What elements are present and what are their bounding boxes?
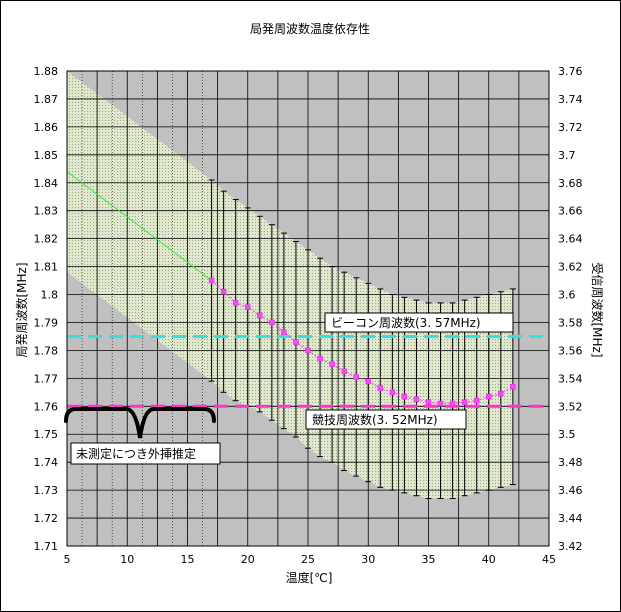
data-point [317, 356, 323, 362]
y2-tick-label: 3.42 [558, 540, 583, 553]
y2-tick-label: 3.66 [558, 205, 583, 218]
extrapolation-label-box [70, 442, 221, 465]
extrapolation-line [66, 171, 212, 281]
data-point [486, 393, 492, 400]
y2-tick-label: 3.72 [558, 121, 583, 134]
y-axis-label: 局発周波数[MHz] [14, 262, 29, 357]
y-tick-label: 1.73 [34, 484, 59, 497]
y2-tick-label: 3.76 [558, 65, 583, 78]
data-point [389, 389, 396, 396]
y2-tick-label: 3.62 [558, 261, 583, 274]
y-tick-label: 1.72 [34, 512, 59, 525]
x-tick-label: 10 [120, 553, 134, 566]
y2-tick-label: 3.44 [558, 512, 583, 525]
y-tick-label: 1.77 [34, 372, 59, 385]
measured-line [211, 280, 514, 405]
data-point [220, 288, 227, 295]
y-tick-label: 1.84 [34, 177, 59, 190]
y-tick-label: 1.88 [34, 65, 59, 78]
competition-label: 競技周波数(3. 52MHz) [312, 412, 438, 427]
data-point [425, 399, 432, 405]
data-point [473, 397, 480, 404]
data-point [232, 300, 239, 306]
data-point [401, 393, 408, 400]
y2-tick-label: 3.52 [558, 400, 583, 413]
data-point [510, 383, 516, 390]
data-point [305, 347, 311, 354]
data-point [257, 312, 263, 319]
y-tick-label: 1.8 [41, 289, 59, 302]
y-tick-label: 1.75 [34, 428, 59, 441]
x-tick-label: 5 [64, 553, 71, 566]
beacon-label-box [324, 312, 514, 333]
data-point [437, 400, 444, 407]
y-tick-label: 1.82 [34, 233, 59, 246]
extrapolation-label: 未測定につき外挿推定 [76, 446, 196, 461]
x-tick-label: 25 [301, 553, 315, 566]
x-tick-label: 15 [181, 553, 195, 566]
y-tick-label: 1.71 [34, 540, 59, 553]
data-point [365, 378, 371, 384]
plot-border [66, 70, 550, 547]
y2-tick-label: 3.6 [558, 289, 576, 302]
data-point [245, 304, 251, 310]
y2-axis-label: 受信周波数[MHz] [590, 262, 605, 357]
y-tick-label: 1.87 [34, 93, 59, 106]
x-tick-label: 30 [361, 553, 375, 566]
competition-label-box [305, 409, 467, 430]
data-point [353, 374, 359, 380]
data-point [449, 400, 456, 407]
y2-tick-label: 3.7 [558, 149, 576, 162]
data-point [377, 385, 384, 391]
data-point [341, 368, 347, 375]
y-tick-label: 1.78 [34, 344, 59, 357]
y2-tick-label: 3.74 [558, 93, 583, 106]
y-tick-label: 1.83 [34, 205, 59, 218]
data-point [461, 399, 468, 405]
y2-tick-label: 3.46 [558, 484, 583, 497]
x-tick-label: 20 [241, 553, 255, 566]
y-tick-label: 1.85 [34, 149, 59, 162]
data-point [293, 339, 299, 345]
extrapolation-brace [64, 407, 216, 439]
x-axis-label: 温度[℃] [286, 570, 333, 585]
y-tick-label: 1.79 [34, 316, 59, 329]
y2-tick-label: 3.56 [558, 344, 583, 357]
y2-tick-label: 3.5 [558, 428, 576, 441]
chart-title: 局発周波数温度依存性 [250, 21, 370, 36]
x-tick-label: 40 [482, 553, 496, 566]
y-tick-label: 1.76 [34, 400, 59, 413]
y2-tick-label: 3.64 [558, 233, 583, 246]
data-point [281, 329, 287, 335]
y-tick-label: 1.81 [34, 261, 59, 274]
x-tick-label: 35 [422, 553, 436, 566]
y2-tick-label: 3.68 [558, 177, 583, 190]
y-tick-label: 1.86 [34, 121, 59, 134]
data-point [269, 319, 275, 326]
beacon-label: ビーコン周波数(3. 57MHz) [331, 315, 481, 330]
y2-tick-label: 3.58 [558, 316, 583, 329]
data-point [208, 277, 215, 284]
data-point [329, 361, 335, 368]
y2-tick-label: 3.54 [558, 372, 583, 385]
data-point [413, 396, 420, 403]
x-tick-label: 45 [542, 553, 556, 566]
data-point [498, 390, 504, 397]
y2-tick-label: 3.48 [558, 456, 583, 469]
y-tick-label: 1.74 [34, 456, 59, 469]
